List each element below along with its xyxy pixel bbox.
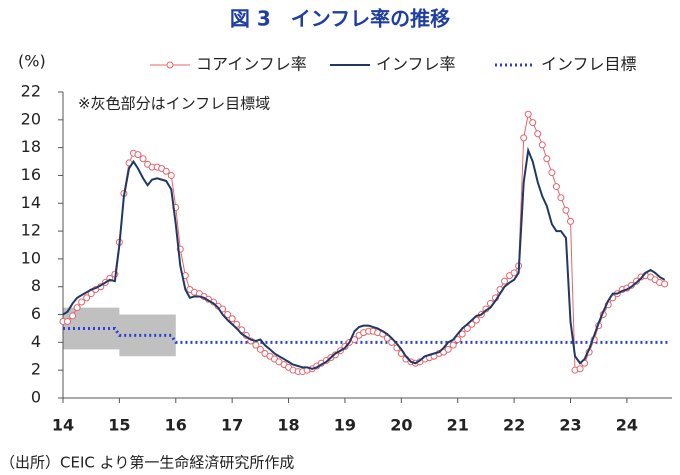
legend-label: インフレ率 (376, 55, 456, 74)
data-point (139, 155, 147, 163)
y-tick-label: 0 (31, 388, 41, 407)
data-point (78, 298, 86, 306)
legend-label: コアインフレ率 (196, 55, 307, 74)
y-tick-label: 20 (21, 109, 41, 128)
data-point (552, 183, 560, 191)
y-tick-label: 6 (31, 304, 41, 323)
chart-title: 図 3 インフレ率の推移 (230, 7, 450, 31)
data-point (576, 365, 584, 373)
y-tick-label: 4 (31, 332, 41, 351)
data-point (501, 277, 509, 285)
y-tick-label: 8 (31, 276, 41, 295)
data-point (458, 330, 466, 338)
data-point (548, 169, 556, 177)
data-point (562, 206, 570, 214)
y-tick-label: 12 (21, 221, 41, 240)
data-point (520, 134, 528, 142)
x-tick-label: 24 (616, 416, 638, 435)
data-point (534, 130, 542, 138)
y-tick-label: 18 (21, 137, 41, 156)
data-point (524, 110, 532, 118)
data-point (529, 119, 537, 127)
data-point (256, 345, 264, 353)
x-tick-label: 15 (108, 416, 130, 435)
y-tick-label: 22 (21, 82, 41, 101)
data-point (557, 194, 565, 202)
data-point (543, 155, 551, 163)
data-point (449, 341, 457, 349)
x-tick-label: 20 (390, 416, 412, 435)
data-point (64, 318, 72, 325)
y-axis-label: (%) (18, 52, 46, 71)
data-point (228, 315, 236, 323)
data-point (162, 167, 170, 175)
data-point (538, 141, 546, 149)
data-point (167, 171, 175, 179)
y-tick-label: 10 (21, 248, 41, 267)
y-tick-label: 14 (21, 193, 41, 212)
annotation: ※灰色部分はインフレ目標域 (78, 95, 270, 113)
x-tick-label: 21 (447, 416, 469, 435)
x-tick-label: 19 (334, 416, 356, 435)
x-tick-label: 14 (52, 416, 74, 435)
y-tick-label: 2 (31, 360, 41, 379)
x-tick-label: 18 (277, 416, 299, 435)
data-point (73, 304, 81, 312)
x-tick-label: 16 (165, 416, 187, 435)
x-tick-label: 17 (221, 416, 243, 435)
data-point (454, 336, 462, 344)
legend-marker (166, 61, 174, 69)
x-tick-label: 23 (559, 416, 581, 435)
data-point (444, 345, 452, 353)
data-point (83, 294, 91, 302)
x-tick-label: 22 (503, 416, 525, 435)
target-line (63, 326, 670, 344)
series-line (62, 146, 666, 370)
data-point (510, 269, 518, 277)
legend-label: インフレ目標 (541, 55, 637, 74)
data-point (661, 280, 669, 288)
data-point (224, 311, 232, 319)
data-point (69, 312, 77, 320)
y-tick-label: 16 (21, 165, 41, 184)
data-point (252, 341, 260, 349)
target-band (63, 307, 176, 357)
source-note: （出所）CEIC より第一生命経済研究所作成 (0, 454, 294, 472)
data-point (134, 151, 142, 159)
data-point (567, 217, 574, 225)
